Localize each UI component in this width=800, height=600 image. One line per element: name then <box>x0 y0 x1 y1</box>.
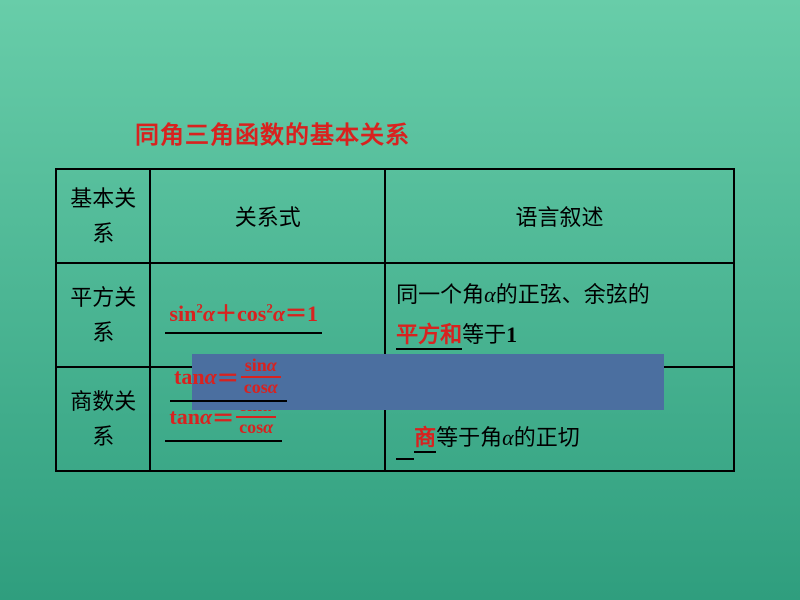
formula-sin2-cos2: sin2α＋cos2α＝1 <box>165 296 322 334</box>
header-col1-text: 基本关系 <box>70 186 136 246</box>
table-header-row: 基本关系 关系式 语言叙述 <box>56 169 734 263</box>
formula-table: 基本关系 关系式 语言叙述 平方关系 sin2α＋cos2α＝1 <box>55 168 735 472</box>
f2b-sin: sin <box>245 355 267 375</box>
row1-col2: sin2α＋cos2α＝1 <box>150 263 385 367</box>
f1-a1: α <box>203 301 215 326</box>
row1-col3: 同一个角α的正弦、余弦的 平方和等于1 <box>385 263 734 367</box>
r1-alpha: α <box>484 282 496 307</box>
header-col3: 语言叙述 <box>385 169 734 263</box>
header-col2-text: 关系式 <box>235 205 301 230</box>
f1-eq: ＝ <box>285 301 307 326</box>
row1-col1: 平方关系 <box>56 263 150 367</box>
f2b-tan: tan <box>174 364 205 390</box>
r1-red: 平方和 <box>396 322 462 350</box>
f2-a-den: α <box>263 417 273 437</box>
f2b-an: α <box>267 355 277 375</box>
f1-a2: α <box>273 301 285 326</box>
formula-tan-overlay: tanα＝ sinα cosα <box>170 356 287 402</box>
header-col2: 关系式 <box>150 169 385 263</box>
r2-txt-a: 等于角 <box>436 425 502 450</box>
f1-one: 1 <box>307 301 318 326</box>
f2b-eq: ＝ <box>217 361 239 393</box>
f1-sin: sin <box>169 301 196 326</box>
f1-cos: cos <box>237 301 266 326</box>
f1-plus: ＋ <box>215 301 237 326</box>
r1-txt-a: 同一个角 <box>396 282 484 307</box>
f2b-ad: α <box>268 377 278 397</box>
r1-one: 1 <box>506 322 517 347</box>
f2-cos: cos <box>239 417 263 437</box>
page-title: 同角三角函数的基本关系 <box>135 115 410 150</box>
r1-txt-b: 的正弦、余弦的 <box>496 282 650 307</box>
r2-blank <box>396 418 414 460</box>
r2-txt-b: 的正切 <box>514 425 580 450</box>
r2-alpha: α <box>502 425 514 450</box>
header-col1: 基本关系 <box>56 169 150 263</box>
f2b-cos: cos <box>244 377 268 397</box>
row1-col1-text: 平方关系 <box>70 285 136 345</box>
table-row: 平方关系 sin2α＋cos2α＝1 同一个角α的正弦、余弦的 平方和等于1 <box>56 263 734 367</box>
r2-red: 商 <box>414 425 436 453</box>
header-col3-text: 语言叙述 <box>516 205 604 230</box>
r1-txt-c: 等于 <box>462 322 506 347</box>
row2-col1-text: 商数关系 <box>70 389 136 449</box>
row2-col1: 商数关系 <box>56 367 150 471</box>
f2b-a: α <box>205 364 217 390</box>
